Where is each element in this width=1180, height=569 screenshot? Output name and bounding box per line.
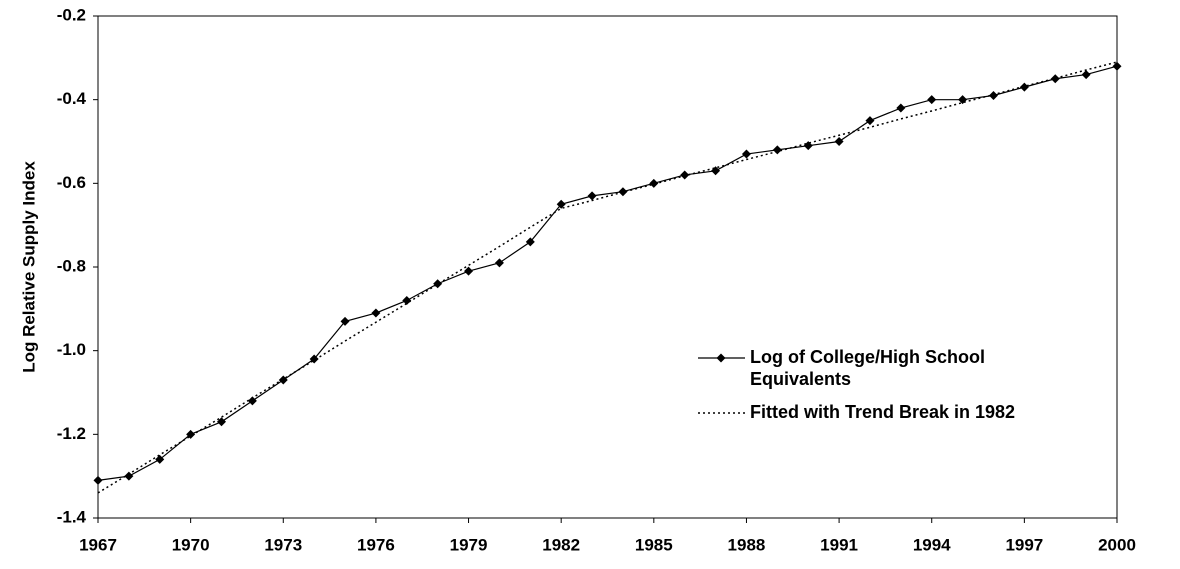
point-marker	[988, 90, 998, 100]
legend-label: Log of College/High School Equivalents	[750, 347, 985, 389]
legend-entry: Log of College/High School Equivalents	[750, 347, 985, 389]
point-marker	[865, 116, 875, 126]
series-line	[97, 65, 1118, 481]
point-marker	[247, 396, 257, 406]
series-line	[97, 61, 1118, 494]
x-tick-label: 1979	[450, 535, 488, 554]
point-marker	[155, 454, 165, 464]
point-marker	[772, 145, 782, 155]
point-marker	[741, 149, 751, 159]
y-tick-label: -1.0	[57, 340, 86, 359]
x-tick-label: 1973	[264, 535, 302, 554]
point-marker	[1050, 74, 1060, 84]
x-tick-label: 2000	[1098, 535, 1136, 554]
legend-marker	[716, 353, 726, 363]
y-tick-label: -0.6	[57, 173, 86, 192]
point-marker	[556, 199, 566, 209]
point-marker	[587, 191, 597, 201]
point-marker	[1019, 82, 1029, 92]
point-marker	[93, 475, 103, 485]
y-tick-label: -0.4	[57, 89, 87, 108]
x-tick-label: 1985	[635, 535, 673, 554]
point-marker	[525, 237, 535, 247]
x-tick-label: 1997	[1005, 535, 1043, 554]
y-tick-label: -1.2	[57, 424, 86, 443]
point-marker	[494, 258, 504, 268]
point-marker	[618, 187, 628, 197]
legend-label: Fitted with Trend Break in 1982	[750, 402, 1016, 422]
point-marker	[1081, 70, 1091, 80]
x-tick-label: 1991	[820, 535, 858, 554]
y-tick-label: -0.8	[57, 256, 86, 275]
point-marker	[896, 103, 906, 113]
legend-entry: Fitted with Trend Break in 1982	[750, 402, 1016, 422]
point-marker	[402, 295, 412, 305]
x-tick-label: 1988	[728, 535, 766, 554]
x-tick-label: 1976	[357, 535, 395, 554]
point-marker	[340, 316, 350, 326]
point-marker	[124, 471, 134, 481]
point-marker	[464, 266, 474, 276]
x-tick-label: 1982	[542, 535, 580, 554]
point-marker	[433, 279, 443, 289]
point-marker	[927, 95, 937, 105]
x-tick-label: 1994	[913, 535, 951, 554]
point-marker	[834, 137, 844, 146]
point-marker	[803, 141, 813, 151]
point-marker	[371, 308, 381, 318]
point-marker	[680, 170, 690, 180]
point-marker	[649, 178, 659, 188]
y-tick-label: -1.4	[57, 507, 87, 526]
x-tick-label: 1967	[79, 535, 117, 554]
point-marker	[217, 417, 227, 427]
x-tick-label: 1970	[172, 535, 210, 554]
y-axis-label: Log Relative Supply Index	[19, 161, 38, 373]
y-tick-label: -0.2	[57, 5, 86, 24]
point-marker	[1112, 61, 1122, 71]
